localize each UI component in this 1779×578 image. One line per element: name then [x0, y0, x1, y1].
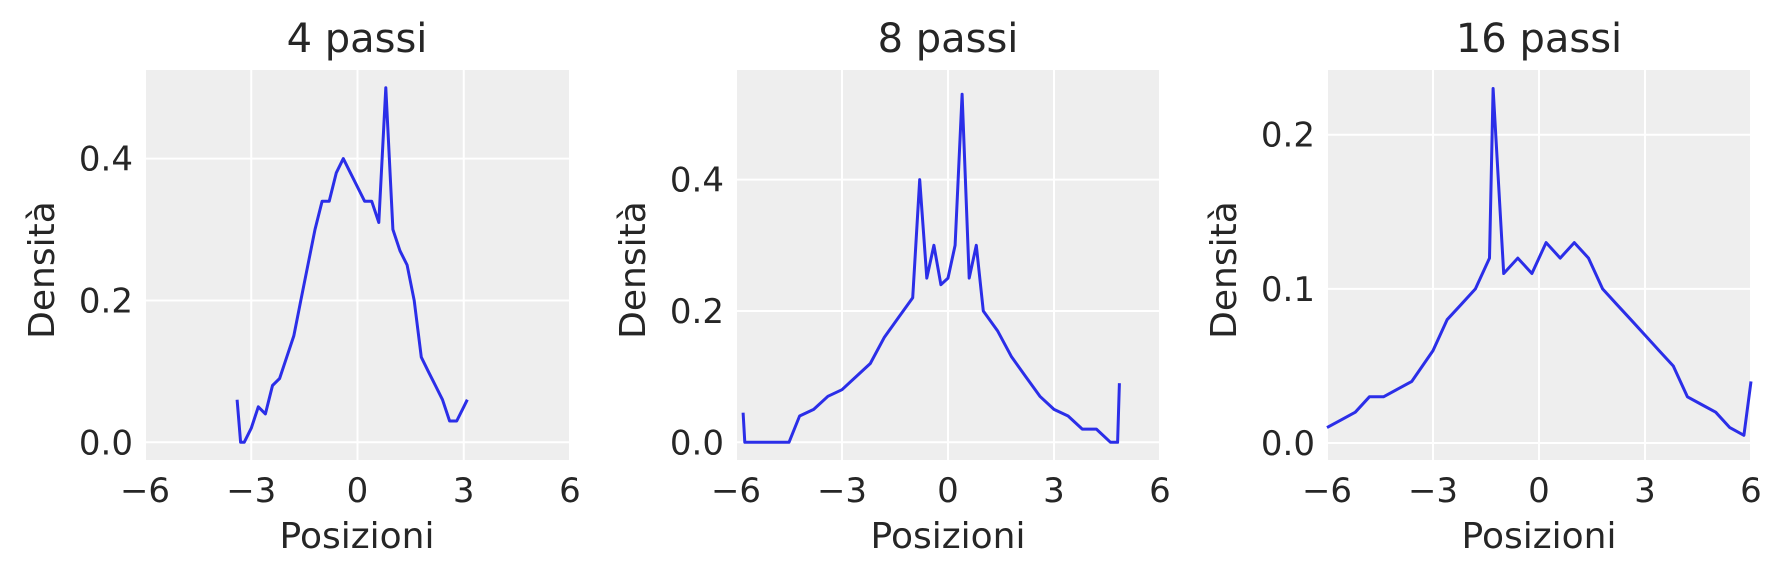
y-tick-label: 0.0	[1261, 424, 1315, 464]
x-axis-label: Posizioni	[871, 516, 1026, 557]
y-tick-label: 0.0	[79, 423, 133, 463]
x-tick-label: 6	[1740, 471, 1762, 511]
x-axis-label: Posizioni	[280, 516, 435, 557]
y-tick-label: 0.2	[79, 281, 133, 321]
x-axis-label: Posizioni	[1462, 516, 1617, 557]
x-tick-label: −3	[226, 471, 276, 511]
x-tick-label: 0	[937, 471, 959, 511]
x-tick-label: 6	[1149, 471, 1171, 511]
x-tick-label: 3	[453, 471, 475, 511]
panel-3: 16 passi −6 −3 0 3 6 0.0 0.1 0.2 Posizioni Den…	[1204, 16, 1762, 557]
series-line	[235, 86, 469, 444]
series-line	[741, 92, 1121, 444]
x-tick-label: −6	[120, 471, 170, 511]
y-axis-label: Densità	[613, 201, 654, 339]
y-tick-labels: 0.0 0.1 0.2	[1261, 116, 1315, 464]
y-tick-label: 0.4	[670, 161, 724, 201]
x-tick-label: 3	[1634, 471, 1656, 511]
gridlines	[1326, 70, 1752, 460]
gridlines	[735, 70, 1161, 460]
x-tick-label: 0	[347, 471, 369, 511]
x-tick-label: 0	[1528, 471, 1550, 511]
x-tick-labels: −6 −3 0 3 6	[120, 471, 581, 511]
y-axis-label: Densità	[1204, 201, 1245, 339]
x-tick-label: 6	[559, 471, 581, 511]
panel-1: 4 passi −6 −3 0 3 6 0.0 0.2 0.4 Posizioni Dens…	[22, 16, 581, 557]
x-tick-labels: −6 −3 0 3 6	[1302, 471, 1762, 511]
y-tick-label: 0.2	[1261, 116, 1315, 156]
x-tick-label: 3	[1043, 471, 1065, 511]
x-tick-label: −3	[817, 471, 867, 511]
x-tick-label: −6	[711, 471, 761, 511]
y-tick-labels: 0.0 0.2 0.4	[79, 140, 133, 464]
panel-title: 4 passi	[287, 16, 428, 62]
y-tick-labels: 0.0 0.2 0.4	[670, 161, 724, 464]
gridlines	[144, 70, 571, 460]
series-line	[1326, 87, 1753, 437]
y-tick-label: 0.0	[670, 423, 724, 463]
y-axis-label: Densità	[22, 201, 63, 339]
panel-title: 8 passi	[878, 16, 1019, 62]
x-tick-label: −6	[1302, 471, 1352, 511]
x-tick-label: −3	[1408, 471, 1458, 511]
x-tick-labels: −6 −3 0 3 6	[711, 471, 1171, 511]
panel-2: 8 passi −6 −3 0 3 6 0.0 0.2 0.4 Posizioni Dens…	[613, 16, 1171, 557]
panel-title: 16 passi	[1456, 16, 1622, 62]
y-tick-label: 0.2	[670, 292, 724, 332]
y-tick-label: 0.1	[1261, 270, 1315, 310]
y-tick-label: 0.4	[79, 140, 133, 180]
